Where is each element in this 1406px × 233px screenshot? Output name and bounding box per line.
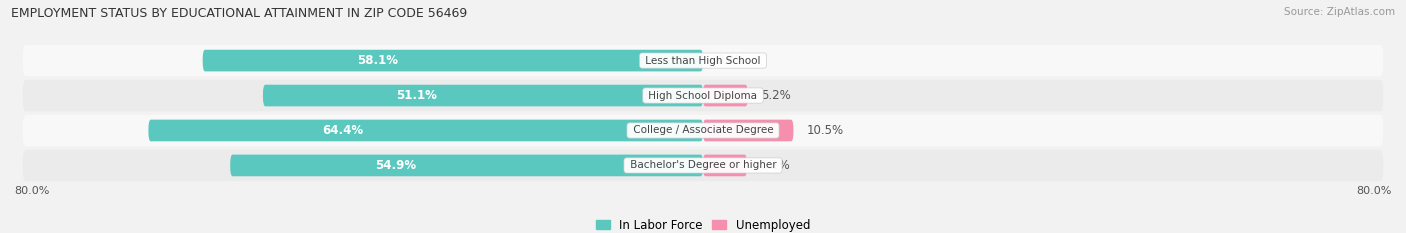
Text: College / Associate Degree: College / Associate Degree [630, 126, 776, 135]
Text: 51.1%: 51.1% [396, 89, 437, 102]
Text: EMPLOYMENT STATUS BY EDUCATIONAL ATTAINMENT IN ZIP CODE 56469: EMPLOYMENT STATUS BY EDUCATIONAL ATTAINM… [11, 7, 468, 20]
FancyBboxPatch shape [202, 50, 703, 71]
FancyBboxPatch shape [703, 120, 793, 141]
Text: 54.9%: 54.9% [375, 159, 416, 172]
FancyBboxPatch shape [22, 115, 1384, 146]
FancyBboxPatch shape [22, 45, 1384, 76]
Text: 5.2%: 5.2% [761, 89, 790, 102]
FancyBboxPatch shape [703, 85, 748, 106]
Text: 10.5%: 10.5% [807, 124, 844, 137]
Text: 80.0%: 80.0% [14, 186, 49, 196]
FancyBboxPatch shape [22, 80, 1384, 111]
Text: Bachelor's Degree or higher: Bachelor's Degree or higher [627, 161, 779, 170]
Text: 64.4%: 64.4% [322, 124, 363, 137]
FancyBboxPatch shape [22, 150, 1384, 181]
Text: Less than High School: Less than High School [643, 56, 763, 65]
Text: 58.1%: 58.1% [357, 54, 398, 67]
Text: 0.0%: 0.0% [716, 54, 745, 67]
Legend: In Labor Force, Unemployed: In Labor Force, Unemployed [591, 214, 815, 233]
Text: Source: ZipAtlas.com: Source: ZipAtlas.com [1284, 7, 1395, 17]
Text: High School Diploma: High School Diploma [645, 91, 761, 100]
FancyBboxPatch shape [231, 155, 703, 176]
Text: 80.0%: 80.0% [1357, 186, 1392, 196]
FancyBboxPatch shape [703, 155, 747, 176]
FancyBboxPatch shape [263, 85, 703, 106]
Text: 5.1%: 5.1% [759, 159, 790, 172]
FancyBboxPatch shape [149, 120, 703, 141]
